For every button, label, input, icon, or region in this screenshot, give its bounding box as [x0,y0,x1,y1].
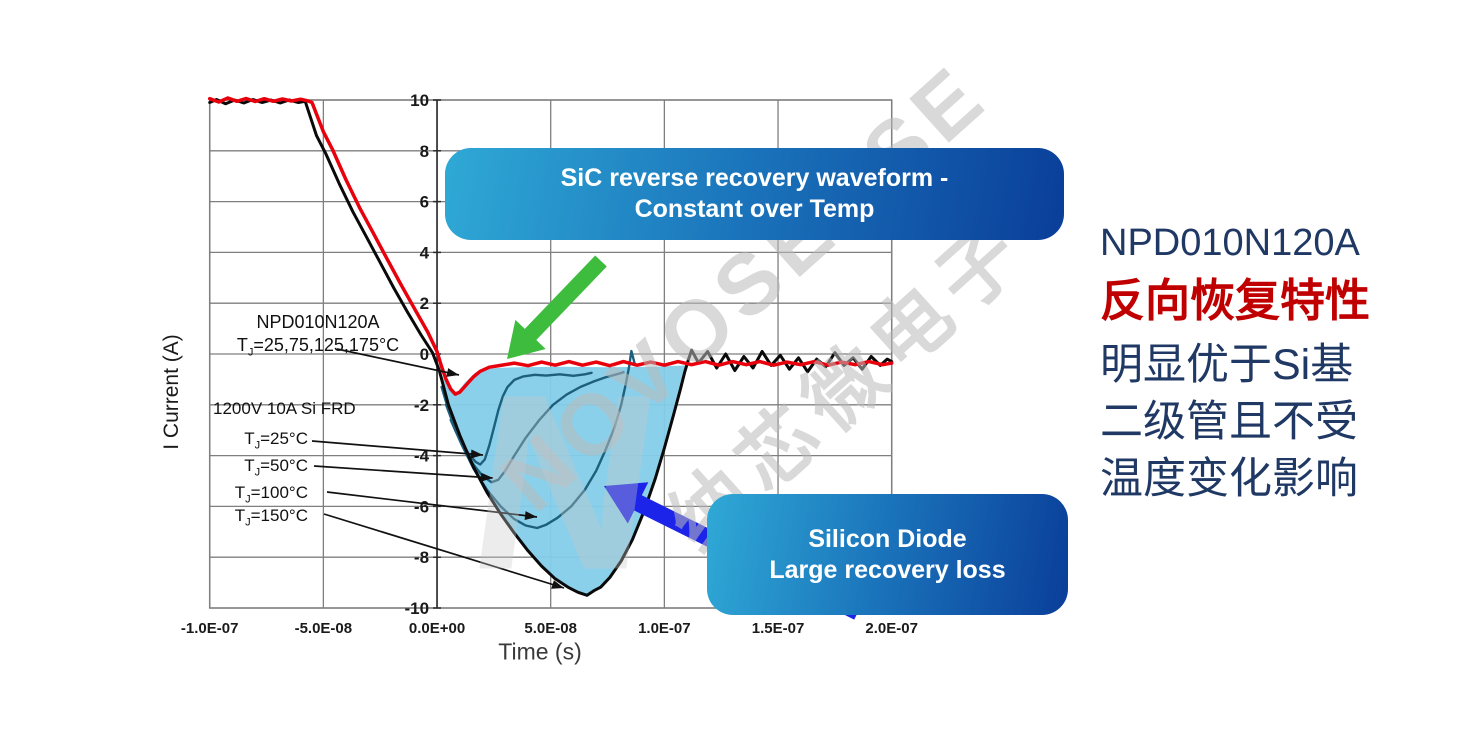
temp-curve-label: TJ=100°C [234,483,308,506]
x-tick-label: 1.0E-07 [638,620,691,637]
series-si-frd-tj-150-c [208,98,894,597]
x-tick-label: 5.0E-08 [524,620,577,637]
label-pointer-arrow [336,348,460,376]
y-tick-label: 8 [420,142,429,161]
summary-line: 二级管且不受 [1100,398,1358,446]
x-tick-label: -5.0E-08 [295,620,353,637]
label-pointer-arrow [326,491,538,518]
y-tick-label: 0 [420,345,429,364]
label-pointer-arrowhead [524,511,537,520]
silicon-callout-line1: Silicon Diode [808,524,967,553]
y-axis-title: I Current (A) [160,334,183,450]
silicon-callout-line2: Large recovery loss [769,555,1006,584]
temp-curve-label: TJ=25°C [244,429,308,452]
green-arrow [507,255,607,359]
y-tick-label: 4 [420,243,430,262]
silicon-callout-bubble: Silicon Diode Large recovery loss [707,494,1068,615]
silicon-recovery-loss-area [439,365,688,596]
y-tick-label: -10 [404,599,429,618]
series-si-frd-tj-100-c [449,349,636,530]
temp-curve-label: TJ=50°C [244,456,308,479]
part-number-text: NPD010N120A [1100,222,1360,264]
label-pointer-arrow [311,440,484,456]
y-tick-label: 10 [410,91,429,110]
y-tick-label: -2 [414,396,429,415]
label-pointer-arrowhead [551,580,564,589]
x-axis-title: Time (s) [498,638,582,665]
label-pointer-arrowhead [470,449,483,459]
y-tick-label: 2 [420,294,429,313]
sic-device-name: NPD010N120A [256,312,380,332]
y-tick-label: -8 [414,548,429,567]
y-tick-label: 6 [420,193,429,212]
sic-device-temps: TJ=25,75,125,175°C [236,335,400,359]
sic-callout-bubble: SiC reverse recovery waveform - Constant… [445,148,1064,240]
x-tick-label: 1.5E-07 [752,620,805,637]
temp-curve-label: TJ=150°C [234,506,308,529]
series-sic-npd010n120a-tj-25-75-125-175-c [207,96,894,396]
label-pointer-arrow [323,513,565,589]
x-tick-label: 2.0E-07 [865,620,918,637]
sic-callout-line2: Constant over Temp [634,195,875,223]
sic-callout-line1: SiC reverse recovery waveform - [560,164,949,192]
si-frd-rating-label: 1200V 10A Si FRD [213,399,356,418]
label-pointer-arrow [313,465,494,479]
x-tick-label: -1.0E-07 [181,620,239,637]
x-tick-label: 0.0E+00 [409,620,465,637]
highlight-text: 反向恢复特性 [1100,275,1371,326]
sic-device-label: NPD010N120A TJ=25,75,125,175°C [237,311,399,365]
label-pointer-arrowhead [480,472,493,482]
y-tick-label: -4 [414,447,430,466]
plot-border [208,99,893,609]
label-pointer-arrowhead [446,368,459,377]
y-tick-label: -6 [414,497,429,516]
summary-line: 明显优于Si基 [1100,341,1354,389]
summary-line: 温度变化影响 [1100,455,1358,503]
